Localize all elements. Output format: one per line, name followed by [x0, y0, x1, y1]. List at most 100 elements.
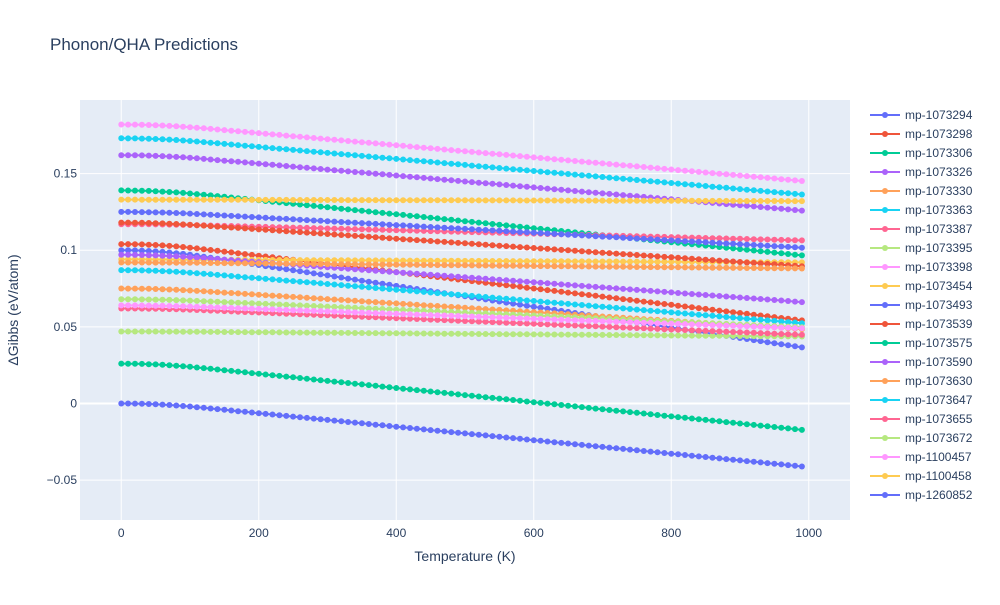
data-point[interactable]	[798, 178, 805, 184]
data-point[interactable]	[317, 271, 324, 278]
data-point[interactable]	[482, 150, 489, 157]
data-point[interactable]	[709, 417, 716, 424]
data-point[interactable]	[702, 169, 709, 176]
data-point[interactable]	[187, 403, 193, 410]
data-point[interactable]	[771, 297, 778, 303]
data-point[interactable]	[558, 258, 565, 265]
data-point[interactable]	[517, 301, 523, 308]
data-point[interactable]	[496, 227, 503, 234]
data-point[interactable]	[166, 153, 173, 160]
data-point[interactable]	[455, 257, 462, 264]
data-point[interactable]	[207, 298, 214, 305]
data-point[interactable]	[716, 197, 723, 204]
data-point[interactable]	[310, 230, 317, 237]
data-point[interactable]	[386, 141, 393, 148]
data-point[interactable]	[489, 221, 496, 227]
data-point[interactable]	[462, 197, 468, 204]
data-point[interactable]	[132, 219, 138, 226]
data-point[interactable]	[132, 267, 138, 274]
data-point[interactable]	[709, 328, 716, 335]
data-point[interactable]	[654, 197, 661, 204]
data-point[interactable]	[386, 310, 393, 317]
data-point[interactable]	[578, 282, 585, 289]
data-point[interactable]	[723, 308, 730, 315]
data-point[interactable]	[647, 325, 654, 332]
data-point[interactable]	[180, 189, 187, 196]
data-point[interactable]	[180, 403, 187, 409]
data-point[interactable]	[785, 319, 792, 326]
data-point[interactable]	[400, 300, 407, 307]
data-point[interactable]	[503, 319, 510, 326]
data-point[interactable]	[578, 197, 585, 204]
data-point[interactable]	[358, 226, 365, 233]
data-point[interactable]	[764, 423, 771, 430]
data-point[interactable]	[338, 274, 345, 281]
data-point[interactable]	[709, 235, 716, 242]
data-point[interactable]	[262, 300, 269, 307]
data-point[interactable]	[228, 329, 235, 335]
data-point[interactable]	[427, 330, 434, 337]
data-point[interactable]	[475, 313, 482, 320]
data-point[interactable]	[235, 142, 242, 149]
data-point[interactable]	[606, 161, 613, 167]
data-point[interactable]	[523, 167, 530, 174]
data-point[interactable]	[778, 461, 785, 468]
data-point[interactable]	[338, 296, 345, 303]
data-point[interactable]	[544, 169, 551, 176]
data-point[interactable]	[688, 311, 695, 318]
data-point[interactable]	[757, 198, 764, 204]
data-point[interactable]	[475, 257, 482, 264]
data-point[interactable]	[771, 330, 778, 337]
data-point[interactable]	[523, 224, 530, 231]
data-point[interactable]	[757, 242, 764, 249]
data-point[interactable]	[235, 224, 242, 231]
data-point[interactable]	[372, 305, 379, 312]
data-point[interactable]	[434, 272, 441, 279]
data-point[interactable]	[537, 230, 544, 237]
data-point[interactable]	[578, 322, 585, 329]
legend-item[interactable]: mp-1260852	[870, 488, 973, 502]
data-point[interactable]	[118, 135, 125, 142]
data-point[interactable]	[338, 418, 345, 425]
data-point[interactable]	[434, 262, 441, 269]
data-point[interactable]	[737, 259, 743, 265]
data-point[interactable]	[145, 248, 152, 254]
data-point[interactable]	[297, 147, 303, 154]
data-point[interactable]	[310, 307, 317, 314]
data-point[interactable]	[606, 250, 613, 257]
data-point[interactable]	[565, 331, 572, 338]
data-point[interactable]	[400, 257, 407, 264]
data-point[interactable]	[187, 303, 193, 310]
data-point[interactable]	[530, 184, 537, 191]
data-point[interactable]	[496, 181, 503, 188]
data-point[interactable]	[647, 332, 654, 339]
data-point[interactable]	[372, 220, 379, 227]
data-point[interactable]	[276, 145, 283, 152]
data-point[interactable]	[482, 262, 489, 269]
data-point[interactable]	[407, 386, 413, 393]
data-point[interactable]	[310, 197, 317, 203]
data-point[interactable]	[585, 197, 592, 204]
data-point[interactable]	[482, 306, 489, 313]
data-point[interactable]	[640, 448, 647, 454]
data-point[interactable]	[338, 379, 345, 386]
data-point[interactable]	[365, 314, 372, 321]
data-point[interactable]	[132, 302, 138, 309]
data-point[interactable]	[482, 227, 489, 233]
data-point[interactable]	[606, 233, 613, 240]
data-point[interactable]	[269, 329, 276, 336]
data-point[interactable]	[743, 259, 750, 266]
data-point[interactable]	[214, 260, 221, 266]
data-point[interactable]	[640, 410, 647, 417]
data-point[interactable]	[358, 313, 365, 320]
data-point[interactable]	[420, 311, 427, 318]
data-point[interactable]	[407, 257, 413, 264]
data-point[interactable]	[578, 158, 585, 165]
data-point[interactable]	[187, 363, 193, 370]
data-point[interactable]	[764, 296, 771, 303]
data-point[interactable]	[420, 223, 427, 230]
data-point[interactable]	[187, 287, 193, 294]
data-point[interactable]	[640, 164, 647, 170]
data-point[interactable]	[468, 274, 475, 281]
series-mp-1073539[interactable]	[118, 219, 805, 270]
